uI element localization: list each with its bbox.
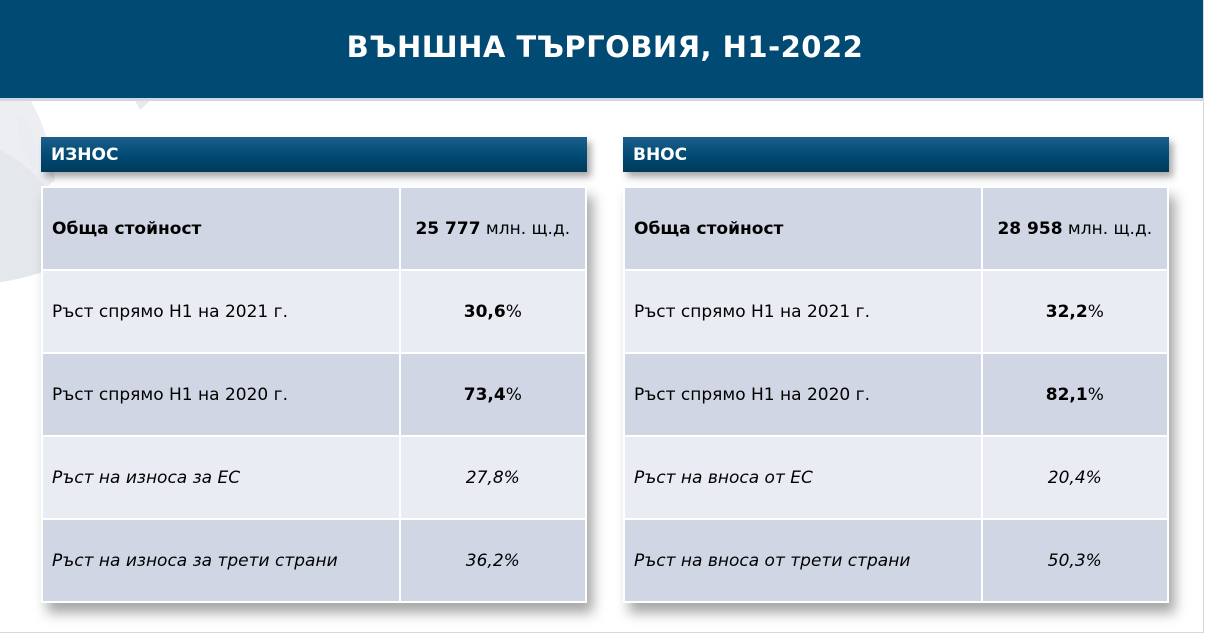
table-row: Ръст спрямо Н1 на 2020 г. 82,1% [623, 352, 1170, 437]
percent-sign: % [505, 384, 522, 405]
exports-row-label: Ръст на износа за трети страни [41, 518, 401, 603]
imports-total-cell: 28 958 млн. щ.д. [980, 186, 1170, 271]
imports-row-label: Ръст спрямо Н1 на 2021 г. [623, 269, 983, 354]
imports-row-value-cell: 32,2% [980, 269, 1170, 354]
exports-table: Обща стойност 25 777 млн. щ.д. Ръст спря… [41, 186, 588, 603]
table-row: Обща стойност 25 777 млн. щ.д. [41, 186, 588, 271]
exports-row-value-cell: 73,4% [398, 352, 588, 437]
exports-total-cell: 25 777 млн. щ.д. [398, 186, 588, 271]
exports-title-bar: ИЗНОС [41, 137, 587, 172]
page-title: ВЪНШНА ТЪРГОВИЯ, Н1-2022 [346, 30, 864, 64]
exports-row-label: Ръст спрямо Н1 на 2021 г. [41, 269, 401, 354]
exports-row-value: 27,8% [398, 435, 588, 520]
imports-row-label: Ръст на вноса от трети страни [623, 518, 983, 603]
header-stripe [0, 98, 1203, 101]
table-row: Ръст на вноса от трети страни 50,3% [623, 518, 1170, 603]
exports-row-value: 36,2% [398, 518, 588, 603]
exports-row-label: Ръст спрямо Н1 на 2020 г. [41, 352, 401, 437]
table-row: Ръст на износа за трети страни 36,2% [41, 518, 588, 603]
imports-panel: ВНОС Обща стойност 28 958 млн. щ.д. Ръст… [623, 137, 1170, 603]
table-row: Ръст на вноса от ЕС 20,4% [623, 435, 1170, 520]
imports-total-label: Обща стойност [623, 186, 983, 271]
imports-title-bar: ВНОС [623, 137, 1169, 172]
imports-total-value: 28 958 [997, 218, 1063, 239]
imports-row-label: Ръст спрямо Н1 на 2020 г. [623, 352, 983, 437]
exports-total-unit: млн. щ.д. [480, 218, 571, 239]
exports-row-value: 73,4 [463, 384, 506, 405]
percent-sign: % [505, 301, 522, 322]
imports-row-value-cell: 82,1% [980, 352, 1170, 437]
exports-row-value-cell: 30,6% [398, 269, 588, 354]
table-row: Ръст на износа за ЕС 27,8% [41, 435, 588, 520]
imports-row-value: 82,1 [1045, 384, 1088, 405]
imports-row-value: 20,4% [980, 435, 1170, 520]
exports-total-value: 25 777 [415, 218, 481, 239]
imports-total-unit: млн. щ.д. [1062, 218, 1153, 239]
exports-total-label: Обща стойност [41, 186, 401, 271]
table-row: Обща стойност 28 958 млн. щ.д. [623, 186, 1170, 271]
imports-row-value: 50,3% [980, 518, 1170, 603]
table-row: Ръст спрямо Н1 на 2021 г. 30,6% [41, 269, 588, 354]
imports-table: Обща стойност 28 958 млн. щ.д. Ръст спря… [623, 186, 1170, 603]
percent-sign: % [1087, 384, 1104, 405]
imports-row-label: Ръст на вноса от ЕС [623, 435, 983, 520]
percent-sign: % [1087, 301, 1104, 322]
imports-row-value: 32,2 [1045, 301, 1088, 322]
table-row: Ръст спрямо Н1 на 2021 г. 32,2% [623, 269, 1170, 354]
exports-panel: ИЗНОС Обща стойност 25 777 млн. щ.д. Ръс… [41, 137, 588, 603]
exports-row-label: Ръст на износа за ЕС [41, 435, 401, 520]
table-row: Ръст спрямо Н1 на 2020 г. 73,4% [41, 352, 588, 437]
header-bar [0, 0, 1203, 98]
exports-row-value: 30,6 [463, 301, 506, 322]
